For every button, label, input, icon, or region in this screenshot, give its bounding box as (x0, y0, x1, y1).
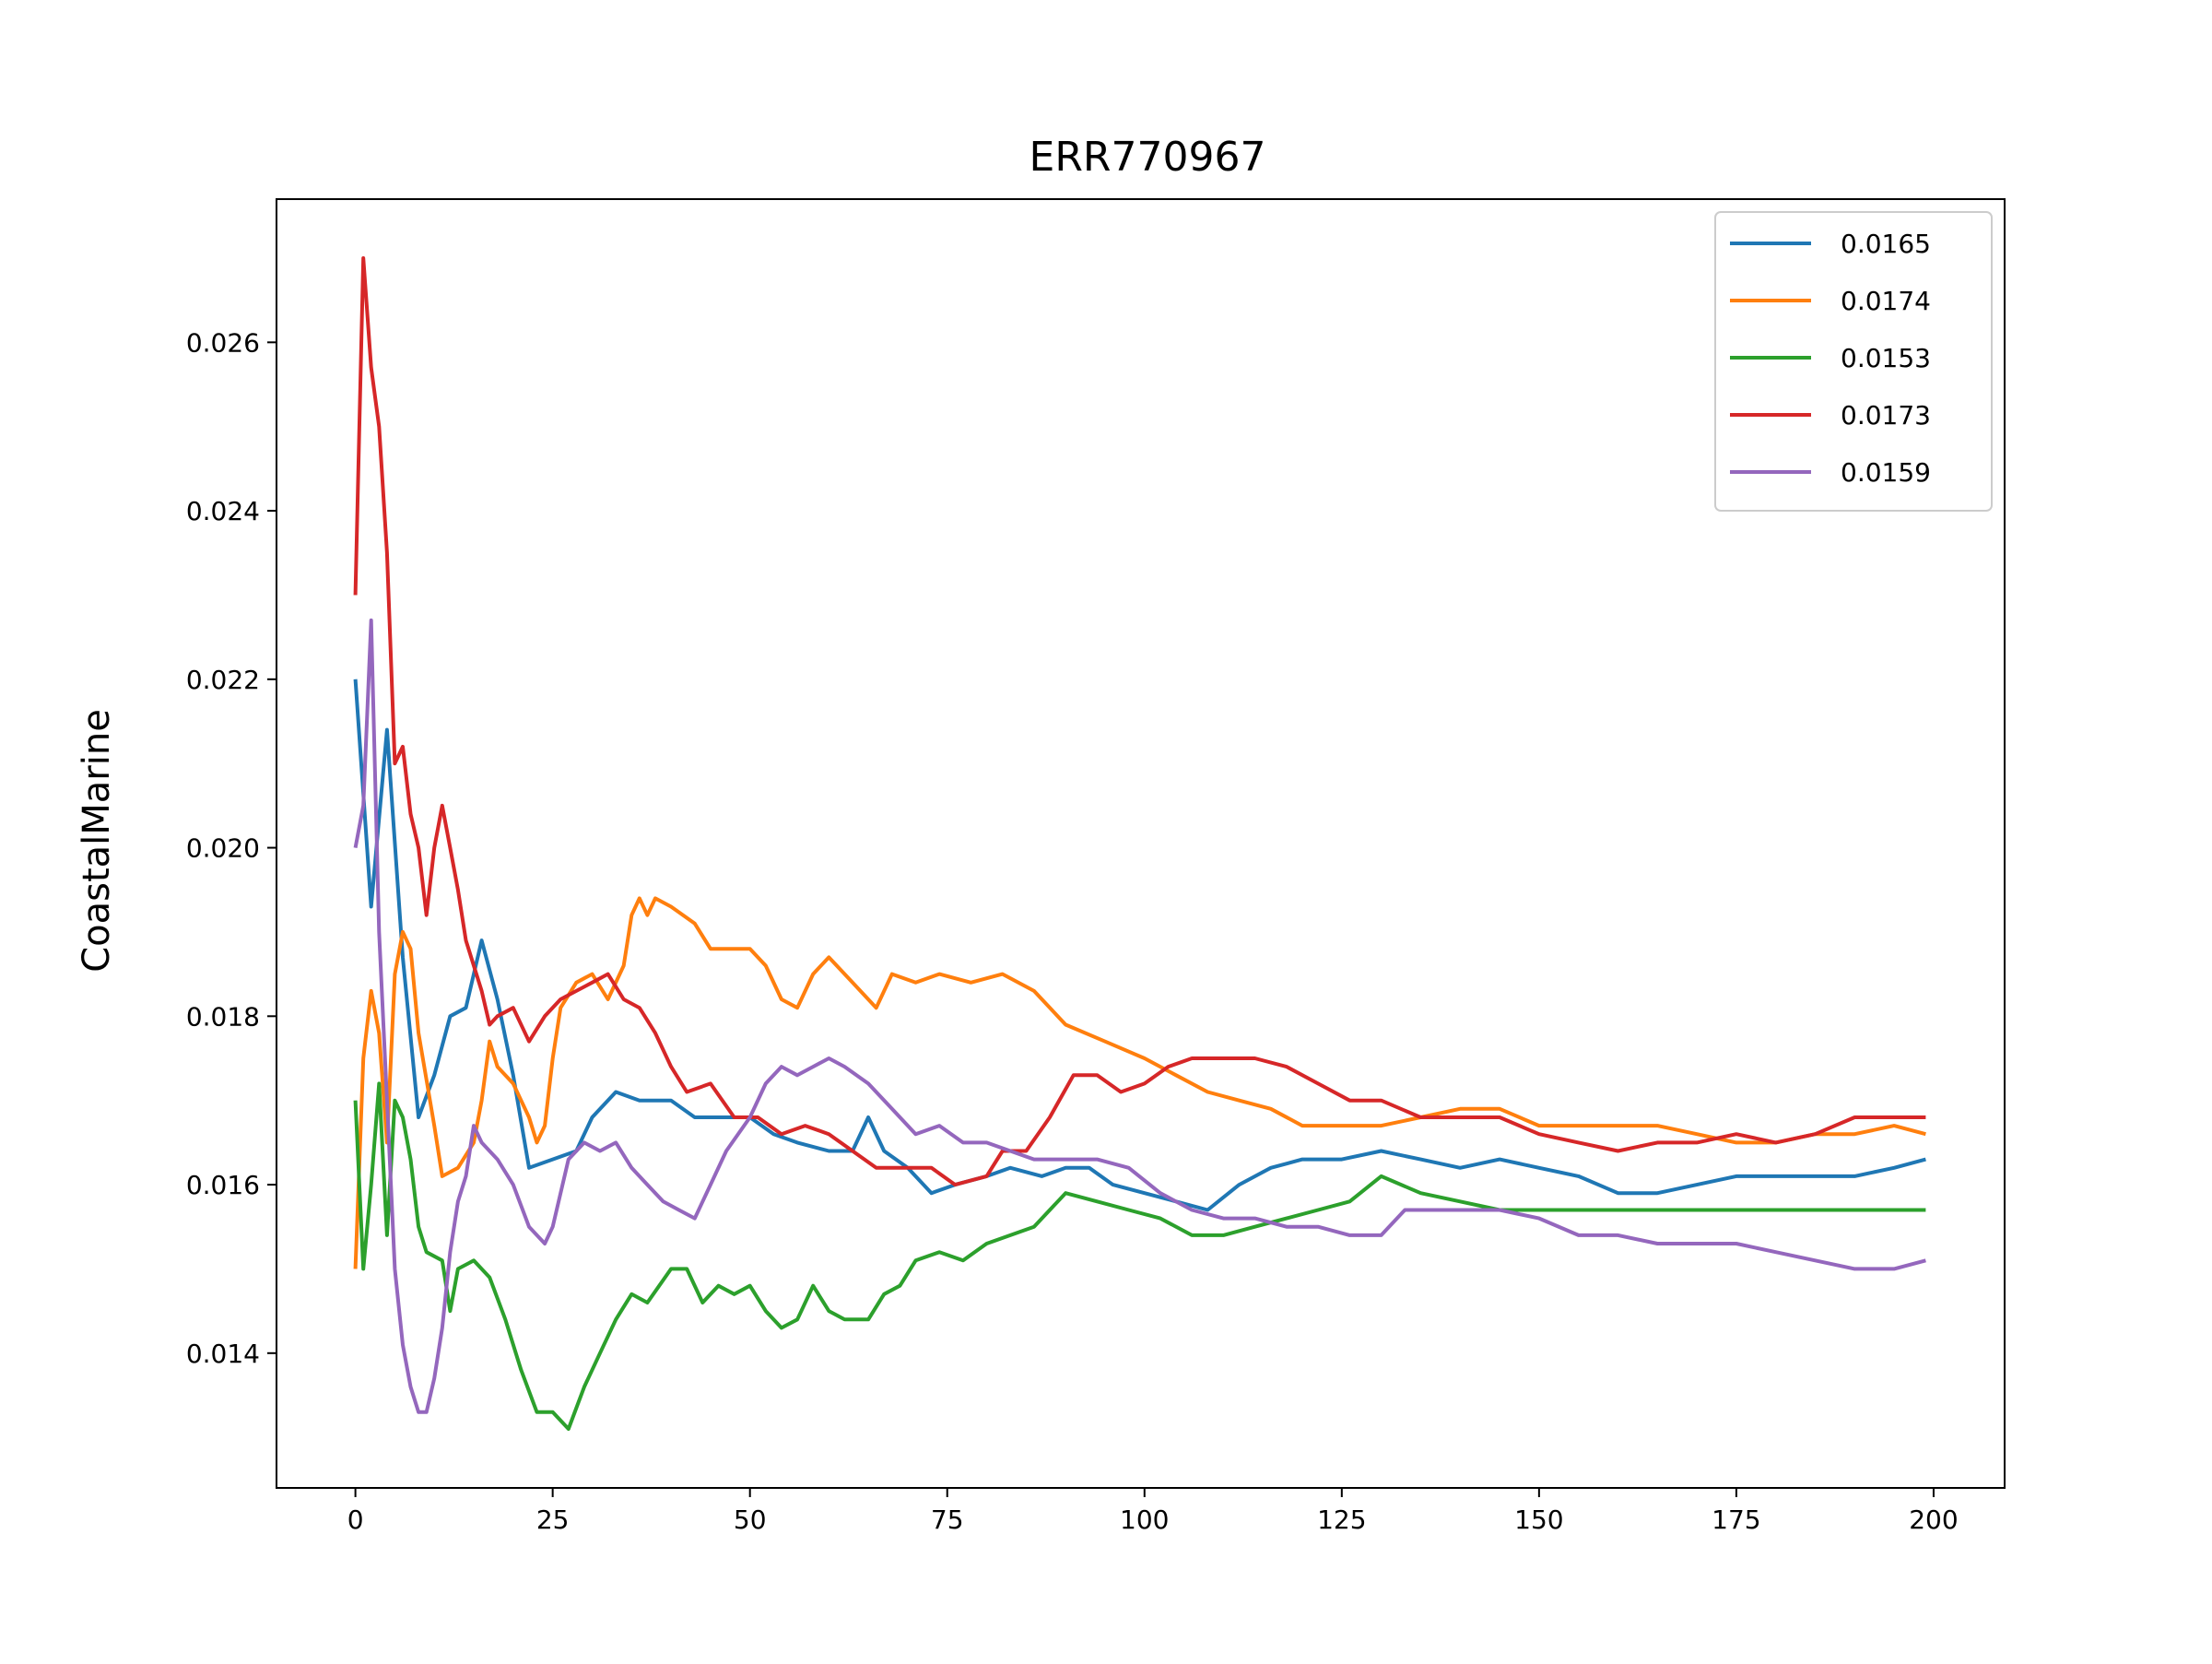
legend-label: 0.0174 (1841, 286, 1931, 316)
series-line-5 (353, 618, 1926, 1414)
series-line-4 (353, 256, 1926, 1187)
y-tick-label: 0.026 (186, 327, 260, 358)
y-tick-label: 0.016 (186, 1170, 260, 1200)
x-tick-label: 50 (734, 1505, 767, 1535)
x-tick-label: 75 (931, 1505, 964, 1535)
y-tick-label: 0.014 (186, 1339, 260, 1369)
x-tick-label: 175 (1712, 1505, 1760, 1535)
y-axis-label: CoastalMarine (76, 709, 118, 973)
x-tick-label: 200 (1909, 1505, 1958, 1535)
x-tick-label: 150 (1514, 1505, 1563, 1535)
y-tick-label: 0.024 (186, 496, 260, 526)
x-tick-label: 25 (536, 1505, 570, 1535)
y-tick-label: 0.020 (186, 833, 260, 864)
x-tick-label: 0 (347, 1505, 364, 1535)
x-tick-label: 125 (1317, 1505, 1366, 1535)
legend-label: 0.0159 (1841, 457, 1931, 488)
legend-label: 0.0153 (1841, 343, 1931, 373)
legend-label: 0.0173 (1841, 400, 1931, 431)
legend-label: 0.0165 (1841, 229, 1931, 259)
plot-frame (276, 198, 2006, 1489)
x-tick-label: 100 (1120, 1505, 1169, 1535)
chart-title: ERR770967 (1030, 134, 1266, 181)
axis-ticks: 0 25 50 75 100 125 150 175 200 0.014 0.016 0.018 0.0… (186, 327, 1959, 1535)
legend: 0.0165 0.0174 0.0153 0.0173 0.0159 (1714, 211, 1993, 512)
y-tick-label: 0.022 (186, 665, 260, 695)
y-tick-label: 0.018 (186, 1001, 260, 1032)
legend-box (1714, 211, 1993, 512)
series-line-3 (353, 1081, 1926, 1431)
series-line-1 (353, 679, 1926, 1212)
